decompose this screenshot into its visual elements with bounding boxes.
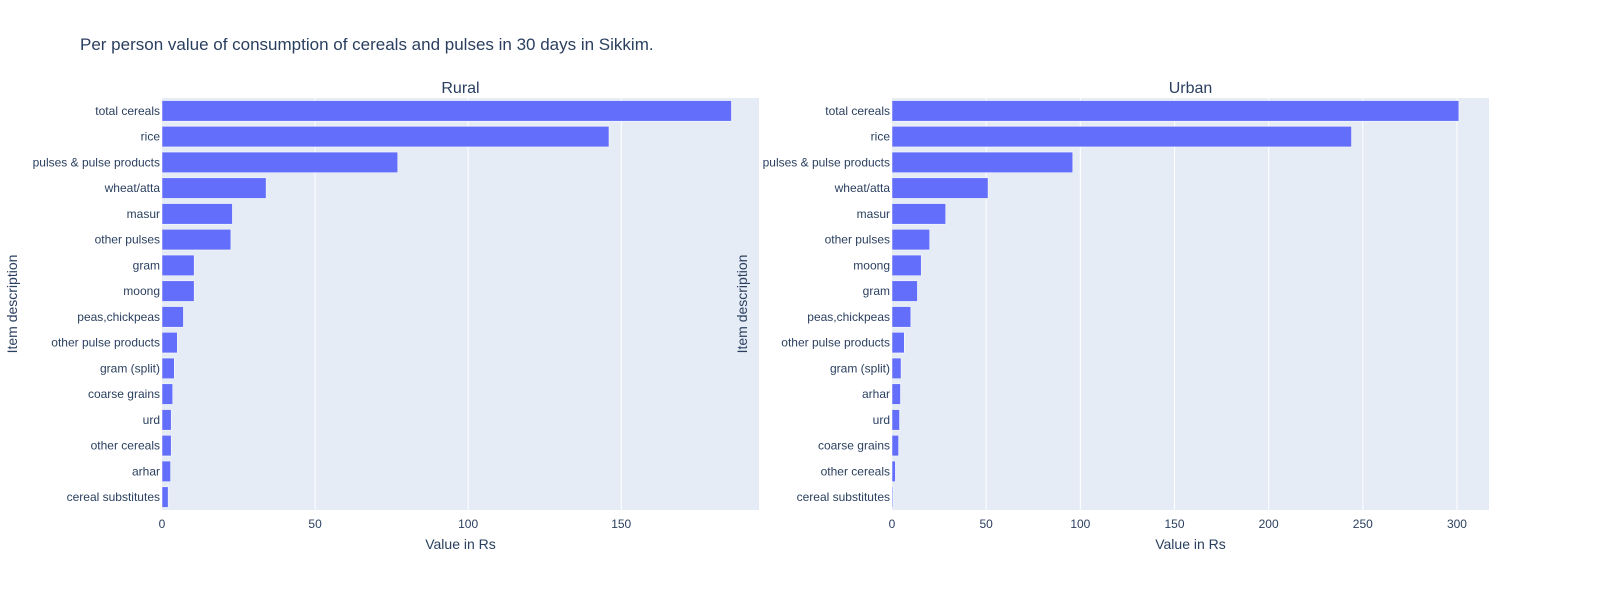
- x-axis-title: Value in Rs: [1155, 536, 1226, 552]
- category-label: gram: [863, 284, 890, 298]
- bar[interactable]: [891, 280, 918, 302]
- category-label: cereal substitutes: [67, 490, 160, 504]
- x-tick-label: 0: [159, 517, 166, 531]
- category-label: other pulse products: [781, 336, 890, 350]
- bar[interactable]: [891, 357, 902, 379]
- bar[interactable]: [891, 306, 912, 328]
- category-label: moong: [123, 284, 160, 298]
- category-label: cereal substitutes: [797, 490, 890, 504]
- bar[interactable]: [161, 460, 171, 482]
- x-tick-label: 0: [889, 517, 896, 531]
- category-label: gram (split): [100, 361, 160, 375]
- category-label: total cereals: [95, 104, 160, 118]
- category-label: other pulses: [825, 233, 890, 247]
- bar[interactable]: [891, 435, 899, 457]
- x-tick-label: 300: [1447, 517, 1467, 531]
- category-label: urd: [873, 413, 890, 427]
- category-label: peas,chickpeas: [77, 310, 160, 324]
- bar[interactable]: [161, 383, 173, 405]
- x-tick-label: 100: [458, 517, 478, 531]
- category-label: coarse grains: [88, 387, 160, 401]
- category-label: masur: [127, 207, 160, 221]
- bar[interactable]: [891, 126, 1352, 148]
- bar[interactable]: [161, 177, 267, 199]
- x-tick-label: 200: [1259, 517, 1279, 531]
- category-label: arhar: [132, 464, 160, 478]
- category-label: other pulses: [95, 233, 160, 247]
- bar[interactable]: [891, 486, 894, 508]
- subplot-title: Urban: [1169, 80, 1213, 97]
- category-label: gram: [133, 258, 160, 272]
- bar[interactable]: [161, 409, 172, 431]
- bar[interactable]: [891, 229, 930, 251]
- category-label: pulses & pulse products: [33, 155, 160, 169]
- bar[interactable]: [161, 100, 732, 122]
- bar[interactable]: [891, 409, 900, 431]
- category-label: masur: [857, 207, 890, 221]
- category-label: peas,chickpeas: [807, 310, 890, 324]
- bar[interactable]: [161, 203, 233, 225]
- chart-title: Per person value of consumption of cerea…: [80, 35, 654, 54]
- bar[interactable]: [161, 280, 195, 302]
- category-label: gram (split): [830, 361, 890, 375]
- y-axis-title: Item description: [734, 255, 750, 354]
- bar[interactable]: [891, 383, 901, 405]
- bar[interactable]: [891, 460, 896, 482]
- bar[interactable]: [161, 435, 172, 457]
- bar[interactable]: [891, 332, 905, 354]
- x-tick-label: 150: [611, 517, 631, 531]
- x-tick-label: 50: [979, 517, 993, 531]
- category-label: moong: [853, 258, 890, 272]
- bar[interactable]: [161, 229, 232, 251]
- y-axis-title: Item description: [4, 255, 20, 354]
- category-label: wheat/atta: [104, 181, 161, 195]
- category-label: rice: [871, 130, 891, 144]
- bar[interactable]: [161, 357, 175, 379]
- category-label: other cereals: [821, 464, 890, 478]
- x-tick-label: 250: [1353, 517, 1373, 531]
- bar[interactable]: [891, 151, 1074, 173]
- bar[interactable]: [161, 332, 178, 354]
- bar[interactable]: [161, 254, 195, 276]
- category-label: total cereals: [825, 104, 890, 118]
- bar[interactable]: [161, 306, 184, 328]
- category-label: rice: [141, 130, 161, 144]
- category-label: other pulse products: [51, 336, 160, 350]
- category-label: coarse grains: [818, 439, 890, 453]
- bar[interactable]: [161, 151, 398, 173]
- subplot-urban: 0 50 100 150 200 250 300 total cereals rice pulse…: [734, 80, 1489, 552]
- bar[interactable]: [891, 203, 946, 225]
- category-label: wheat/atta: [834, 181, 891, 195]
- bar[interactable]: [161, 126, 610, 148]
- category-label: urd: [143, 413, 160, 427]
- x-tick-label: 50: [308, 517, 322, 531]
- x-tick-label: 150: [1164, 517, 1184, 531]
- x-axis-title: Value in Rs: [425, 536, 496, 552]
- category-label: arhar: [862, 387, 890, 401]
- subplot-title: Rural: [441, 80, 479, 97]
- subplot-rural: 0 50 100 150 total cereals rice pulses & pulse…: [4, 80, 759, 552]
- bar[interactable]: [161, 486, 169, 508]
- bar[interactable]: [891, 100, 1460, 122]
- x-tick-label: 100: [1070, 517, 1090, 531]
- bar[interactable]: [891, 177, 989, 199]
- bar[interactable]: [891, 254, 922, 276]
- category-label: pulses & pulse products: [763, 155, 890, 169]
- category-label: other cereals: [91, 439, 160, 453]
